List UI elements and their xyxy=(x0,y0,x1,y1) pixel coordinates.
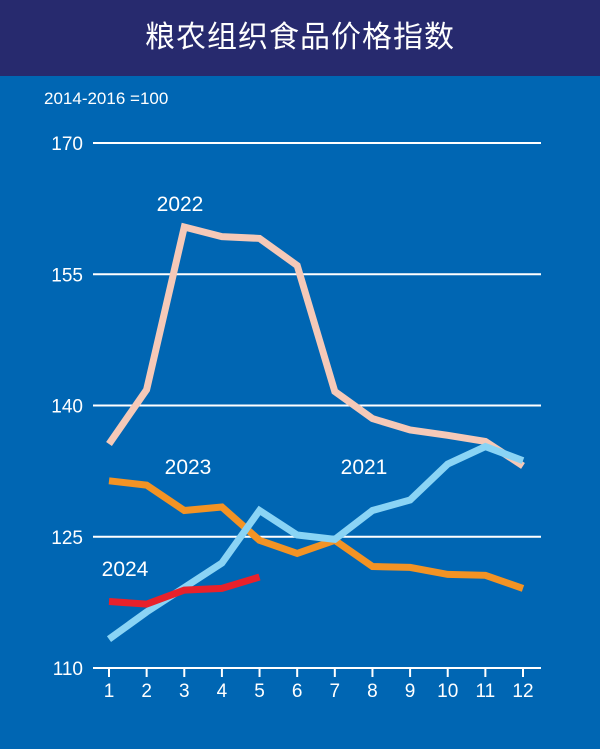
chart-title: 粮农组织食品价格指数 xyxy=(145,20,455,55)
y-tick-label: 125 xyxy=(51,528,83,549)
series-label-2023: 2023 xyxy=(165,456,212,479)
x-tick-label: 2 xyxy=(141,681,152,702)
x-tick-label: 12 xyxy=(512,681,533,702)
series-line-2022 xyxy=(106,222,525,469)
y-tick-label: 155 xyxy=(51,265,83,286)
y-axis-unit-label: 2014-2016 =100 xyxy=(44,89,169,108)
x-tick-label: 11 xyxy=(475,681,495,702)
series-label-2024: 2024 xyxy=(102,558,149,581)
series-line-2023 xyxy=(108,477,525,592)
y-tick-label: 110 xyxy=(53,659,83,680)
y-tick-label: 140 xyxy=(51,397,83,418)
series-label-2021: 2021 xyxy=(341,456,388,479)
x-tick-label: 3 xyxy=(179,681,190,702)
series-label-2022: 2022 xyxy=(157,193,204,216)
x-tick-label: 4 xyxy=(217,681,228,702)
x-tick-label: 6 xyxy=(292,681,303,702)
series-line-2024 xyxy=(108,573,261,608)
x-tick-label: 8 xyxy=(367,681,378,702)
x-tick-label: 7 xyxy=(330,681,341,702)
y-tick-label: 170 xyxy=(51,134,83,155)
title-bar: 粮农组织食品价格指数 xyxy=(0,0,600,76)
x-tick-label: 5 xyxy=(254,681,265,702)
x-tick-label: 1 xyxy=(104,681,115,702)
x-tick-label: 10 xyxy=(437,681,458,702)
x-tick-label: 9 xyxy=(405,681,416,702)
